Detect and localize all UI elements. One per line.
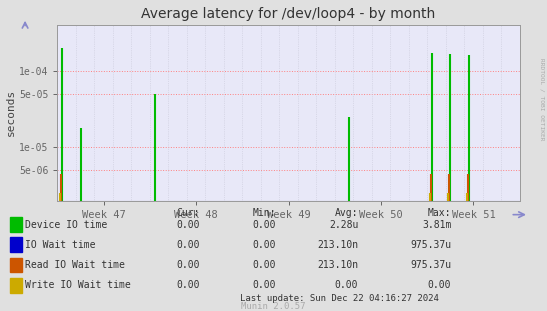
Text: 975.37u: 975.37u — [410, 240, 451, 250]
Title: Average latency for /dev/loop4 - by month: Average latency for /dev/loop4 - by mont… — [142, 7, 435, 21]
Text: Min:: Min: — [253, 208, 276, 218]
Text: 213.10n: 213.10n — [317, 240, 358, 250]
Text: 0.00: 0.00 — [253, 220, 276, 230]
Text: 975.37u: 975.37u — [410, 260, 451, 270]
Text: 0.00: 0.00 — [176, 240, 200, 250]
Text: 0.00: 0.00 — [428, 280, 451, 290]
Text: 0.00: 0.00 — [253, 280, 276, 290]
Text: 0.00: 0.00 — [253, 240, 276, 250]
Text: 0.00: 0.00 — [176, 280, 200, 290]
Text: Write IO Wait time: Write IO Wait time — [25, 280, 130, 290]
Y-axis label: seconds: seconds — [6, 89, 16, 136]
Text: Device IO time: Device IO time — [25, 220, 107, 230]
Text: Munin 2.0.57: Munin 2.0.57 — [241, 302, 306, 311]
Text: Read IO Wait time: Read IO Wait time — [25, 260, 125, 270]
Text: Avg:: Avg: — [335, 208, 358, 218]
Text: Last update: Sun Dec 22 04:16:27 2024: Last update: Sun Dec 22 04:16:27 2024 — [240, 294, 439, 303]
Text: 0.00: 0.00 — [176, 220, 200, 230]
Text: RRDTOOL / TOBI OETIKER: RRDTOOL / TOBI OETIKER — [539, 58, 544, 141]
Text: 3.81m: 3.81m — [422, 220, 451, 230]
Text: Max:: Max: — [428, 208, 451, 218]
Text: 0.00: 0.00 — [253, 260, 276, 270]
Text: 0.00: 0.00 — [176, 260, 200, 270]
Text: Cur:: Cur: — [176, 208, 200, 218]
Text: 0.00: 0.00 — [335, 280, 358, 290]
Text: 213.10n: 213.10n — [317, 260, 358, 270]
Text: IO Wait time: IO Wait time — [25, 240, 95, 250]
Text: 2.28u: 2.28u — [329, 220, 358, 230]
